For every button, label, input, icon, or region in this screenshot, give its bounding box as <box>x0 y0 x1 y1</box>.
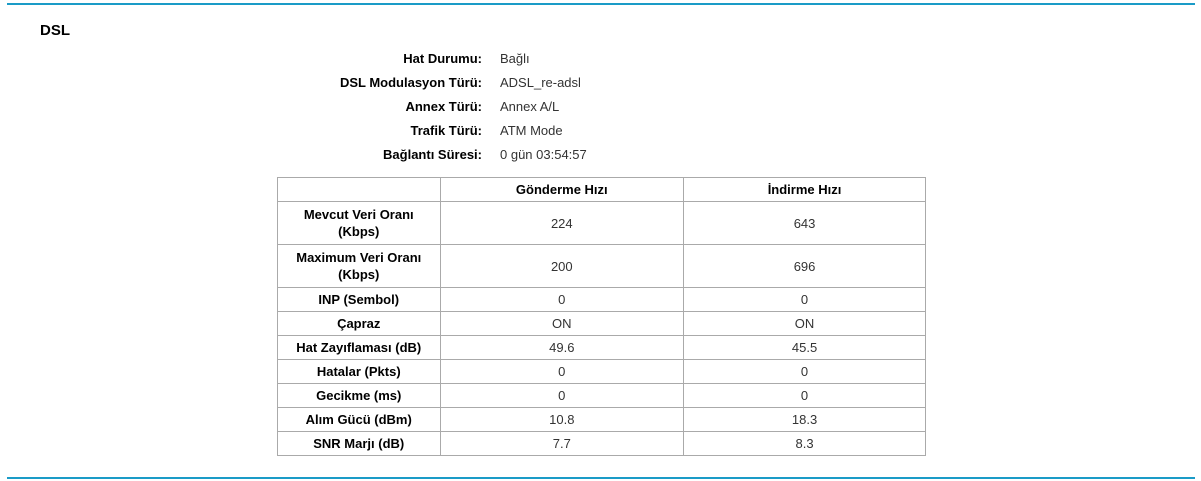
table-row: Gecikme (ms) 0 0 <box>277 383 926 408</box>
row-label: Mevcut Veri Oranı (Kbps) <box>277 201 441 245</box>
table-row: Maximum Veri Oranı (Kbps) 200 696 <box>277 244 926 288</box>
upstream-value: 0 <box>439 287 685 312</box>
info-row: Hat Durumu: Bağlı <box>0 46 587 70</box>
upstream-value: 7.7 <box>439 431 685 456</box>
header-empty <box>277 177 441 202</box>
table-row: Mevcut Veri Oranı (Kbps) 224 643 <box>277 201 926 245</box>
top-divider <box>7 3 1195 5</box>
row-label: Çapraz <box>277 311 441 336</box>
table-row: Çapraz ON ON <box>277 311 926 336</box>
table-header: Gönderme Hızı İndirme Hızı <box>277 177 926 202</box>
downstream-value: 18.3 <box>683 407 926 432</box>
row-label: Hat Zayıflaması (dB) <box>277 335 441 360</box>
table-row: Alım Gücü (dBm) 10.8 18.3 <box>277 407 926 432</box>
info-value: Annex A/L <box>500 98 560 114</box>
table-row: SNR Marjı (dB) 7.7 8.3 <box>277 431 926 456</box>
info-label: DSL Modulasyon Türü: <box>339 74 482 90</box>
info-value: Bağlı <box>500 50 530 66</box>
downstream-value: ON <box>683 311 926 336</box>
info-row: Trafik Türü: ATM Mode <box>0 118 587 142</box>
downstream-value: 643 <box>683 201 926 245</box>
upstream-value: 0 <box>439 383 685 408</box>
row-label: Maximum Veri Oranı (Kbps) <box>277 244 441 288</box>
section-title: DSL <box>40 22 70 39</box>
info-value: ATM Mode <box>500 122 563 138</box>
header-downstream: İndirme Hızı <box>683 177 926 202</box>
downstream-value: 0 <box>683 359 926 384</box>
info-label: Bağlantı Süresi: <box>383 146 482 162</box>
upstream-value: 0 <box>439 359 685 384</box>
row-label: SNR Marjı (dB) <box>277 431 441 456</box>
header-upstream: Gönderme Hızı <box>439 177 685 202</box>
downstream-value: 0 <box>683 383 926 408</box>
info-label: Trafik Türü: <box>410 122 482 138</box>
row-label: Hatalar (Pkts) <box>277 359 441 384</box>
table-row: INP (Sembol) 0 0 <box>277 287 926 312</box>
info-row: Bağlantı Süresi: 0 gün 03:54:57 <box>0 142 587 166</box>
upstream-value: 224 <box>439 201 685 245</box>
info-label: Annex Türü: <box>405 98 482 114</box>
upstream-value: 49.6 <box>439 335 685 360</box>
upstream-value: 10.8 <box>439 407 685 432</box>
row-label: INP (Sembol) <box>277 287 441 312</box>
downstream-value: 696 <box>683 244 926 288</box>
row-label: Gecikme (ms) <box>277 383 441 408</box>
bottom-divider <box>7 477 1195 479</box>
info-row: DSL Modulasyon Türü: ADSL_re-adsl <box>0 70 587 94</box>
info-value: ADSL_re-adsl <box>500 74 581 90</box>
table-row: Hat Zayıflaması (dB) 49.6 45.5 <box>277 335 926 360</box>
downstream-value: 45.5 <box>683 335 926 360</box>
table-row: Hatalar (Pkts) 0 0 <box>277 359 926 384</box>
downstream-value: 8.3 <box>683 431 926 456</box>
info-row: Annex Türü: Annex A/L <box>0 94 587 118</box>
info-label: Hat Durumu: <box>403 50 482 66</box>
info-value: 0 gün 03:54:57 <box>500 146 587 162</box>
dsl-info: Hat Durumu: Bağlı DSL Modulasyon Türü: ADS… <box>0 46 587 166</box>
downstream-value: 0 <box>683 287 926 312</box>
upstream-value: ON <box>439 311 685 336</box>
upstream-value: 200 <box>439 244 685 288</box>
row-label: Alım Gücü (dBm) <box>277 407 441 432</box>
dsl-stats-table: Gönderme Hızı İndirme Hızı Mevcut Veri O… <box>277 177 926 456</box>
